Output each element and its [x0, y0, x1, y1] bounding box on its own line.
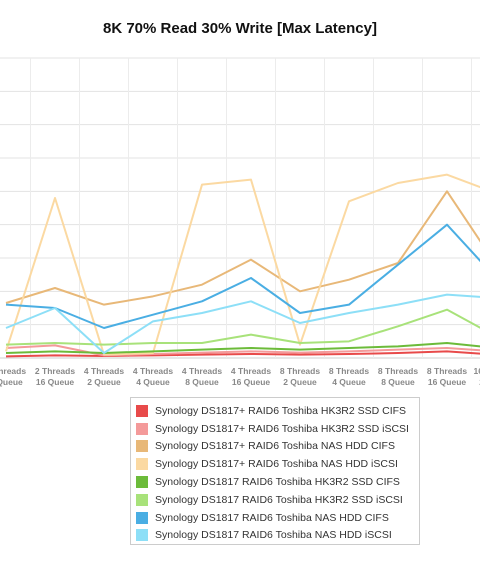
grid: [0, 57, 480, 359]
legend-item[interactable]: Synology DS1817+ RAID6 Toshiba HK3R2 SSD…: [136, 402, 419, 420]
legend-label: Synology DS1817 RAID6 Toshiba HK3R2 SSD …: [155, 493, 403, 506]
series-line-5: [5, 342, 480, 354]
chart-title: 8K 70% Read 30% Write [Max Latency]: [103, 20, 377, 37]
legend-swatch: [136, 476, 148, 489]
legend-label: Synology DS1817 RAID6 Toshiba NAS HDD CI…: [155, 511, 389, 524]
legend-item[interactable]: Synology DS1817+ RAID6 Toshiba NAS HDD i…: [136, 455, 419, 473]
legend-swatch: [136, 458, 148, 471]
x-tick-label: 8 Threads 8 Queue: [378, 366, 418, 387]
x-tick-label: 4 Threads 2 Queue: [84, 366, 124, 387]
series-line-3: [5, 190, 480, 306]
series-line-7: [5, 223, 480, 329]
x-tick-label: 8 Threads 4 Queue: [329, 366, 369, 387]
legend-swatch: [136, 440, 148, 453]
legend-label: Synology DS1817+ RAID6 Toshiba NAS HDD C…: [155, 440, 395, 453]
x-tick-label: 4 Threads 8 Queue: [182, 366, 222, 387]
legend-label: Synology DS1817+ RAID6 Toshiba HK3R2 SSD…: [155, 404, 407, 417]
series-lines: [5, 173, 480, 358]
legend-label: Synology DS1817+ RAID6 Toshiba NAS HDD i…: [155, 458, 398, 471]
legend-item[interactable]: Synology DS1817 RAID6 Toshiba HK3R2 SSD …: [136, 491, 419, 509]
legend-swatch: [136, 511, 148, 524]
x-tick-label: 8 Threads 16 Queue: [427, 366, 467, 387]
x-tick-label: 4 Threads 16 Queue: [231, 366, 271, 387]
legend-swatch: [136, 493, 148, 506]
x-tick-label: 4 Threads 4 Queue: [133, 366, 173, 387]
legend-item[interactable]: Synology DS1817 RAID6 Toshiba HK3R2 SSD …: [136, 473, 419, 491]
legend-swatch: [136, 404, 148, 417]
legend-item[interactable]: Synology DS1817 RAID6 Toshiba NAS HDD iS…: [136, 527, 419, 545]
legend-item[interactable]: Synology DS1817+ RAID6 Toshiba HK3R2 SSD…: [136, 420, 419, 438]
legend-item[interactable]: Synology DS1817+ RAID6 Toshiba NAS HDD C…: [136, 438, 419, 456]
legend-label: Synology DS1817+ RAID6 Toshiba HK3R2 SSD…: [155, 422, 409, 435]
legend-swatch: [136, 422, 148, 435]
legend-swatch: [136, 529, 148, 542]
x-tick-label: 8 Threads 2 Queue: [280, 366, 320, 387]
legend: Synology DS1817+ RAID6 Toshiba HK3R2 SSD…: [130, 397, 420, 545]
series-line-6: [5, 308, 480, 346]
x-tick-label: 2 Threads 16 Queue: [35, 366, 75, 387]
legend-label: Synology DS1817 RAID6 Toshiba HK3R2 SSD …: [155, 476, 400, 489]
series-line-1: [5, 350, 480, 358]
series-line-8: [5, 293, 480, 354]
legend-item[interactable]: Synology DS1817 RAID6 Toshiba NAS HDD CI…: [136, 509, 419, 527]
legend-label: Synology DS1817 RAID6 Toshiba NAS HDD iS…: [155, 529, 392, 542]
series-line-4: [5, 173, 480, 356]
